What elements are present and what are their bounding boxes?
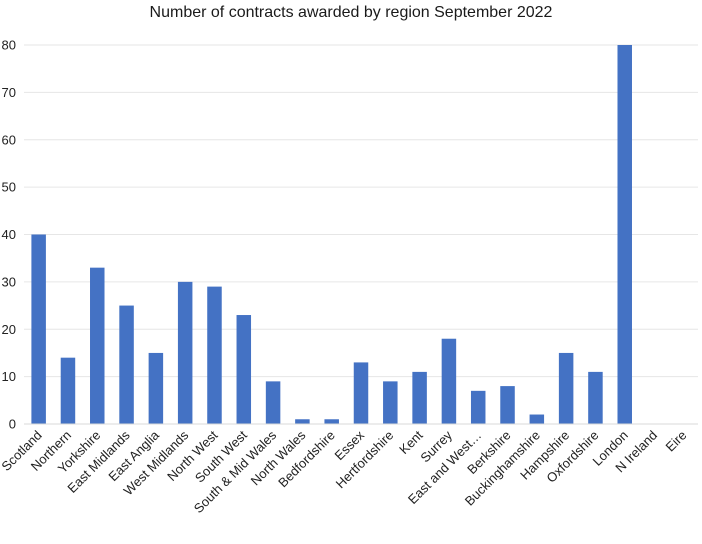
bar-london bbox=[617, 45, 632, 424]
bar-buckinghamshire bbox=[529, 414, 545, 424]
bar-north-wales bbox=[295, 419, 310, 424]
y-tick-label: 80 bbox=[2, 38, 16, 53]
bar-scotland bbox=[31, 234, 46, 424]
bars bbox=[31, 45, 632, 424]
y-tick-label: 30 bbox=[2, 274, 16, 289]
bar-west-midlands bbox=[177, 281, 193, 424]
y-tick-label: 40 bbox=[2, 227, 16, 242]
x-tick-label: Eire bbox=[663, 428, 690, 455]
bar-essex bbox=[353, 362, 369, 424]
y-axis-ticks: 0 10 20 30 40 50 60 70 80 bbox=[2, 38, 16, 432]
bar-east-midlands bbox=[119, 305, 134, 424]
y-tick-label: 10 bbox=[2, 369, 16, 384]
bar-north-west bbox=[207, 286, 222, 424]
bar-bedfordshire bbox=[324, 419, 339, 424]
bar-northern bbox=[60, 357, 76, 424]
bar-surrey bbox=[441, 338, 457, 424]
bar-east-and-west bbox=[470, 390, 486, 424]
y-tick-label: 60 bbox=[2, 132, 16, 147]
y-tick-label: 50 bbox=[2, 180, 16, 195]
bar-yorkshire bbox=[90, 267, 105, 424]
y-tick-label: 20 bbox=[2, 322, 16, 337]
y-tick-label: 70 bbox=[2, 85, 16, 100]
chart-title: Number of contracts awarded by region Se… bbox=[149, 4, 553, 21]
bar-south-mid-wales bbox=[265, 381, 281, 424]
bar-east-anglia bbox=[148, 352, 164, 424]
bar-hertfordshire bbox=[383, 381, 398, 424]
bar-hampshire bbox=[558, 352, 574, 424]
bar-berkshire bbox=[500, 386, 515, 424]
bar-kent bbox=[412, 371, 427, 424]
y-tick-label: 0 bbox=[9, 417, 16, 432]
bar-south-west bbox=[236, 315, 252, 424]
bar-oxfordshire bbox=[588, 371, 603, 424]
